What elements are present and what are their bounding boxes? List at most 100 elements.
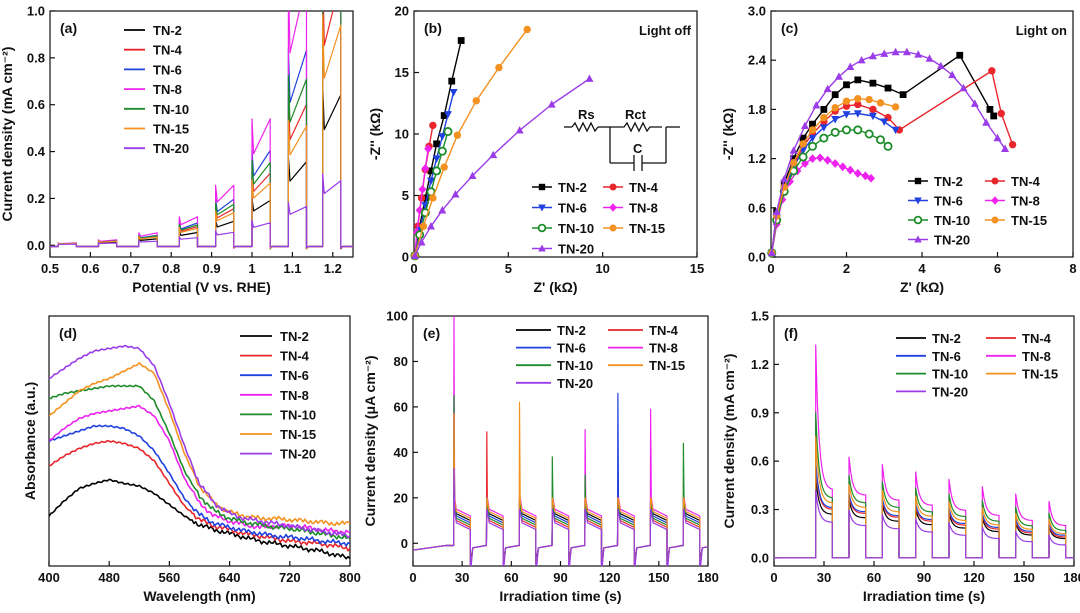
data-point — [443, 111, 452, 119]
x-tick-label: 720 — [279, 570, 301, 585]
data-point — [883, 141, 893, 151]
series-line-tn-15 — [414, 28, 528, 256]
circuit-label-c: C — [633, 141, 643, 156]
data-point — [868, 112, 877, 121]
series-line-tn-20 — [414, 78, 590, 257]
x-tick-label: 0 — [410, 261, 417, 276]
series-line-tn-4 — [50, 11, 353, 250]
legend-label: TN-20 — [280, 447, 316, 462]
data-point — [865, 95, 873, 104]
data-point — [936, 61, 945, 70]
y-axis-label: Absorbance (a.u.) — [22, 382, 38, 500]
data-point — [451, 190, 460, 198]
y-tick-label: 1.2 — [751, 357, 769, 372]
data-point — [418, 184, 427, 194]
data-point — [448, 77, 456, 85]
panel-label: (c) — [781, 20, 798, 36]
data-point — [990, 112, 998, 120]
data-point — [772, 207, 781, 216]
capacitor-c — [610, 155, 666, 171]
x-tick-label: 150 — [1013, 570, 1035, 585]
legend-label: TN-4 — [280, 349, 310, 364]
legend-label: TN-8 — [280, 388, 309, 403]
data-point — [880, 49, 889, 57]
data-point — [869, 79, 877, 87]
x-tick-label: 0.8 — [162, 261, 180, 276]
x-tick-label: 560 — [159, 570, 181, 585]
x-axis-label: Z' (kΩ) — [533, 279, 577, 295]
y-tick-label: 10 — [395, 127, 409, 142]
x-tick-label: 5 — [505, 261, 512, 276]
legend-label: TN-2 — [934, 174, 963, 189]
x-tick-label: 400 — [38, 570, 60, 585]
series-line-tn-20 — [413, 467, 708, 566]
data-point — [956, 51, 964, 59]
y-tick-label: 1.5 — [751, 309, 769, 324]
legend-label: TN-8 — [1022, 349, 1051, 364]
data-point — [891, 103, 900, 111]
y-axis-label: -Z'' (kΩ) — [367, 108, 383, 160]
data-point — [819, 124, 828, 132]
series-line-tn-4 — [49, 439, 350, 552]
data-point — [846, 165, 855, 175]
data-point — [831, 116, 840, 124]
data-point — [426, 177, 435, 185]
series-line-tn-10 — [49, 384, 350, 540]
data-point — [853, 125, 863, 135]
data-point — [780, 174, 789, 183]
data-point — [515, 126, 524, 134]
data-point — [609, 203, 617, 212]
legend-label: TN-6 — [557, 341, 586, 356]
data-point — [831, 91, 839, 99]
data-point — [432, 166, 442, 176]
data-point — [853, 110, 862, 118]
y-tick-label: 60 — [394, 399, 408, 414]
x-tick-label: 480 — [98, 570, 120, 585]
x-axis-label: Irradiation time (s) — [499, 588, 621, 604]
panel-label: (a) — [60, 20, 77, 36]
data-point — [899, 91, 907, 99]
data-point — [986, 106, 994, 113]
data-point — [440, 163, 448, 171]
data-point — [424, 144, 433, 154]
data-point — [538, 204, 546, 212]
data-point — [991, 196, 999, 205]
series-line-tn-20 — [774, 489, 1074, 559]
panel-a: 0.5 0.6 0.7 0.8 0.9 1 1.1 1.2 0.0 0.2 0.4 0.6 0.8 1.0… — [0, 4, 354, 295]
panel-b: 0 5 10 15 0 5 10 15 20 Z' (kΩ) -Z'' (kΩ) (b) Light o… — [367, 4, 704, 296]
x-tick-label: 180 — [1063, 570, 1080, 585]
legend-label: TN-15 — [649, 358, 685, 373]
legend-label: TN-4 — [153, 43, 183, 58]
data-point — [867, 173, 876, 183]
data-point — [842, 125, 852, 135]
data-point — [427, 167, 435, 175]
x-tick-label: 150 — [648, 570, 670, 585]
data-point — [523, 25, 531, 34]
y-tick-label: 0.3 — [751, 502, 769, 517]
legend-label: TN-15 — [629, 221, 665, 236]
legend-label: TN-8 — [649, 341, 678, 356]
data-point — [429, 194, 437, 202]
data-point — [767, 248, 776, 257]
data-point — [419, 222, 428, 230]
data-point — [853, 168, 862, 178]
series-line-tn-2 — [771, 54, 995, 253]
x-tick-label: 120 — [963, 570, 985, 585]
data-point — [789, 146, 798, 154]
legend-label: TN-10 — [558, 221, 594, 236]
legend-label: TN-15 — [280, 427, 316, 442]
panel-label: (d) — [59, 325, 77, 341]
panel-d: 400 480 560 640 720 800 Wavelength (nm) Absorba… — [22, 315, 361, 604]
data-point — [808, 126, 817, 134]
data-point — [823, 155, 832, 165]
y-tick-label: 100 — [386, 309, 408, 324]
x-tick-label: 120 — [599, 570, 621, 585]
data-point — [800, 159, 809, 168]
legend-label: TN-6 — [280, 368, 309, 383]
data-point — [449, 88, 458, 97]
data-point — [834, 72, 843, 80]
y-tick-label: 0 — [402, 250, 409, 265]
x-tick-label: 90 — [917, 570, 931, 585]
y-tick-label: 5 — [402, 188, 409, 203]
series-line-tn-15 — [774, 436, 1074, 559]
